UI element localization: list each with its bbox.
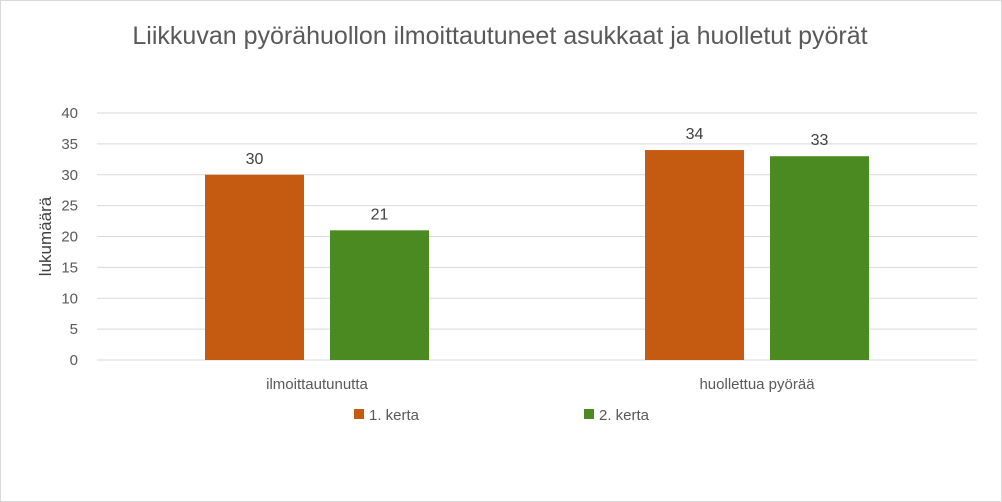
- chart-title: Liikkuvan pyörähuollon ilmoittautuneet a…: [132, 22, 868, 50]
- data-label: 21: [371, 206, 389, 223]
- legend-swatch: [354, 409, 364, 419]
- x-tick-label: ilmoittautunutta: [266, 376, 368, 393]
- bar: [645, 150, 744, 360]
- y-tick-label: 15: [61, 259, 78, 276]
- legend-swatch: [584, 409, 594, 419]
- y-axis-label: lukumäärä: [36, 196, 55, 276]
- y-tick-label: 5: [70, 321, 78, 338]
- y-tick-label: 35: [61, 136, 78, 153]
- data-label: 34: [686, 126, 704, 143]
- y-tick-label: 0: [70, 352, 78, 369]
- y-tick-label: 30: [61, 167, 78, 184]
- bar: [770, 156, 869, 360]
- y-tick-label: 20: [61, 229, 78, 246]
- bar: [205, 174, 304, 360]
- y-tick-label: 10: [61, 290, 78, 307]
- legend-label: 1. kerta: [369, 407, 420, 424]
- y-tick-label: 25: [61, 198, 78, 215]
- data-label: 33: [811, 132, 829, 149]
- data-label: 30: [246, 151, 264, 168]
- y-tick-label: 40: [61, 105, 78, 122]
- legend-label: 2. kerta: [599, 407, 650, 424]
- bar: [330, 230, 429, 360]
- x-tick-label: huollettua pyörää: [699, 376, 815, 393]
